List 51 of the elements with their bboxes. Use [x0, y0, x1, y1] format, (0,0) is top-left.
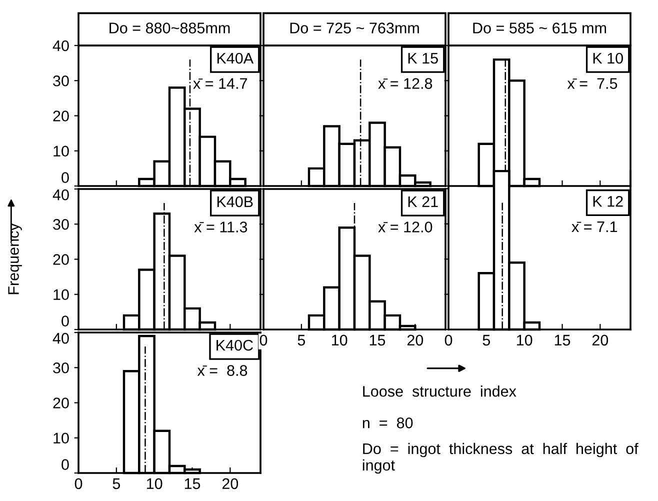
- text: Loose structure index: [363, 386, 516, 397]
- chart-subtitle: K 15: [408, 53, 438, 64]
- y-tick-label: 0: [62, 459, 69, 470]
- y-tick-label: 0: [62, 316, 69, 326]
- ref-line-label: x̄ = 12.0: [378, 222, 432, 232]
- ref-line-label: x̄ = 14.7: [193, 78, 247, 89]
- y-tick-label: 10: [54, 146, 69, 157]
- y-tick-label: 40: [52, 332, 69, 344]
- text: K 12: [593, 196, 623, 207]
- ref-line-label: x̄ = 12.8: [378, 78, 432, 89]
- chart-subtitle: K40B: [217, 196, 253, 208]
- y-tick-label: 40: [52, 40, 69, 52]
- y-axis-title: Frequency: [8, 223, 22, 294]
- chart-subtitle: K40A: [217, 52, 254, 64]
- x-tick-label: 5: [298, 334, 306, 346]
- x-tick-label: 20: [407, 334, 424, 346]
- y-tick-label: 0: [62, 172, 69, 183]
- y-tick-label: 40: [52, 189, 69, 200]
- x-tick-label: 0: [74, 478, 82, 490]
- y-tick-label: 30: [53, 218, 69, 230]
- chart-title: Do = 725 ~ 763mm: [290, 22, 419, 34]
- x-tick-label: 10: [147, 478, 162, 490]
- y-tick-label: 20: [53, 110, 69, 122]
- chart-subtitle: K 21: [408, 196, 438, 208]
- x-tick-label: 10: [332, 334, 348, 346]
- x-tick-label: 20: [222, 478, 238, 490]
- y-tick-label: 10: [54, 432, 69, 444]
- ref-line-label: x̄ = 7.5: [567, 78, 618, 89]
- x-tick-label: 0: [444, 334, 452, 346]
- x-tick-label: 5: [112, 478, 120, 490]
- chart-subtitle: K40C: [216, 340, 253, 351]
- y-tick-label: 30: [53, 75, 69, 86]
- x-tick-label: 0: [260, 334, 268, 346]
- x-tick-label: 5: [482, 334, 490, 346]
- x-tick-label: 15: [370, 334, 386, 346]
- text: n = 80: [362, 418, 413, 428]
- chart-title: Do = 585 ~ 615 mm: [473, 22, 606, 34]
- ref-line-label: x̄ = 11.3: [194, 222, 248, 232]
- x-tick-label: 15: [184, 478, 200, 490]
- y-tick-label: 30: [53, 362, 69, 374]
- chart-title: Do = 880~885mm: [110, 22, 230, 34]
- x-tick-label: 15: [554, 334, 570, 346]
- y-tick-label: 20: [53, 254, 69, 265]
- chart-subtitle: K 10: [593, 52, 623, 64]
- text: Do = ingot thickness at half height of ingot: [362, 442, 638, 474]
- ref-line-label: x̄ = 7.1: [572, 222, 618, 232]
- y-tick-label: 20: [53, 398, 69, 408]
- x-tick-label: 20: [592, 334, 608, 346]
- ref-line-label: x̄ = 8.8: [197, 365, 248, 376]
- x-tick-label: 10: [517, 334, 532, 346]
- y-tick-label: 10: [54, 289, 69, 300]
